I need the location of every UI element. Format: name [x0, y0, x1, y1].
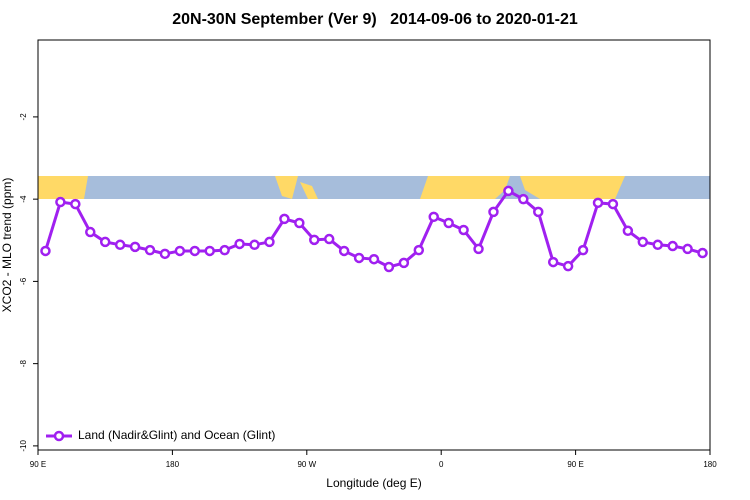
- y-tick-label: -2: [19, 113, 28, 121]
- data-point: [622, 225, 634, 237]
- data-point: [652, 239, 663, 251]
- data-point: [697, 247, 708, 259]
- data-point: [503, 185, 514, 197]
- data-point: [204, 245, 215, 257]
- x-tick-label: 90 E: [30, 460, 46, 469]
- data-point: [667, 240, 678, 252]
- data-point: [85, 226, 96, 238]
- data-point: [547, 256, 559, 268]
- x-tick-label: 180: [166, 460, 180, 469]
- data-point: [219, 244, 230, 256]
- data-point: [383, 261, 395, 273]
- x-tick-label: 90 E: [567, 460, 583, 469]
- data-point: [682, 243, 693, 255]
- data-point: [279, 213, 290, 225]
- x-tick-label: 90 W: [297, 460, 316, 469]
- data-point: [518, 193, 529, 205]
- data-point: [99, 236, 111, 248]
- data-point: [159, 248, 171, 260]
- data-point: [294, 217, 305, 229]
- x-axis-label: Longitude (deg E): [326, 476, 421, 490]
- data-point: [353, 252, 365, 264]
- data-point: [607, 198, 619, 210]
- data-point: [55, 196, 66, 208]
- data-point: [577, 244, 589, 256]
- data-point: [338, 245, 350, 257]
- data-point: [174, 245, 186, 257]
- data-point: [413, 244, 425, 256]
- data-point: [249, 239, 260, 251]
- data-point: [488, 206, 499, 218]
- y-tick-label: -10: [19, 440, 28, 452]
- data-point: [323, 233, 335, 245]
- data-point: [458, 224, 469, 236]
- data-point: [473, 243, 484, 255]
- data-point: [562, 260, 574, 272]
- data-point: [443, 217, 454, 229]
- plot-frame: [37, 39, 711, 451]
- data-point: [309, 234, 320, 246]
- y-tick-label: -6: [19, 277, 28, 285]
- data-point: [40, 245, 51, 257]
- chart-title: 20N-30N September (Ver 9) 2014-09-06 to …: [172, 11, 578, 28]
- y-tick-label: -8: [19, 360, 28, 368]
- y-axis-label: XCO2 - MLO trend (ppm): [0, 178, 14, 313]
- data-point: [533, 206, 544, 218]
- legend-marker: [53, 430, 65, 442]
- y-tick-label: -4: [19, 195, 28, 203]
- data-point: [189, 245, 201, 257]
- x-tick-label: 0: [439, 460, 444, 469]
- map-strip: [38, 176, 710, 199]
- x-tick-label: 180: [703, 460, 717, 469]
- data-point: [114, 239, 126, 251]
- data-point: [637, 236, 649, 248]
- data-point: [264, 236, 275, 248]
- data-point: [234, 238, 245, 250]
- legend-label: Land (Nadir&Glint) and Ocean (Glint): [78, 428, 275, 442]
- data-point: [368, 253, 380, 265]
- data-point: [398, 257, 410, 269]
- data-point: [428, 211, 439, 223]
- data-point: [144, 244, 156, 256]
- data-point: [129, 241, 141, 253]
- data-point: [592, 197, 604, 209]
- data-point: [70, 198, 81, 210]
